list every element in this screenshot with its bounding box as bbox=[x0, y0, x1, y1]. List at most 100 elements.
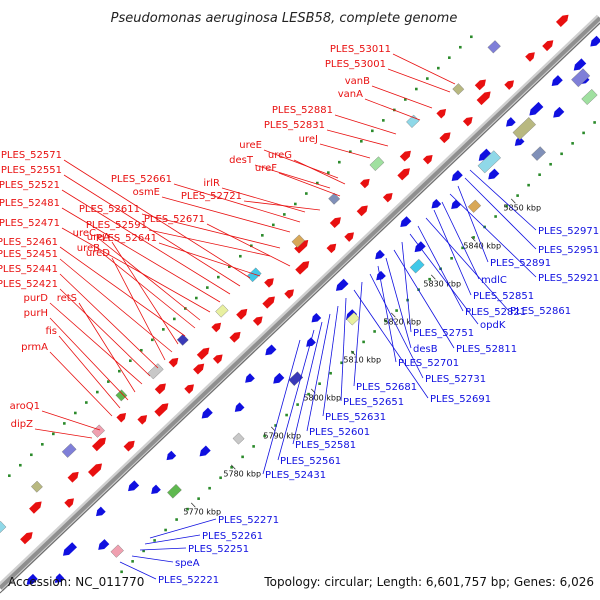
svg-text:PLES_52421: PLES_52421 bbox=[0, 279, 58, 290]
svg-text:PLES_52951: PLES_52951 bbox=[538, 245, 599, 256]
forward-gene-label: ureJ bbox=[299, 134, 371, 159]
reverse-gene bbox=[375, 249, 385, 260]
svg-text:5820 kbp: 5820 kbp bbox=[383, 318, 421, 327]
track-dot bbox=[538, 173, 541, 176]
forward-gene-label: ureD bbox=[86, 248, 166, 361]
forward-gene bbox=[525, 52, 535, 62]
reverse-gene bbox=[54, 573, 65, 583]
reverse-gene-label: PLES_52921 bbox=[449, 193, 599, 284]
reverse-gene bbox=[451, 199, 461, 210]
svg-text:5850 kbp: 5850 kbp bbox=[503, 204, 541, 213]
track-dot bbox=[404, 98, 407, 101]
forward-gene-label: ureC bbox=[73, 228, 201, 321]
kbp-tick: 5780 kbp bbox=[223, 464, 261, 479]
reverse-gene-label: PLES_52971 bbox=[469, 169, 599, 237]
svg-text:ureB: ureB bbox=[77, 243, 100, 254]
svg-text:desB: desB bbox=[413, 344, 438, 355]
reverse-gene bbox=[265, 344, 277, 356]
forward-gene bbox=[211, 322, 222, 333]
track-dot bbox=[516, 194, 519, 197]
track-dot bbox=[30, 453, 33, 457]
forward-gene-label: PLES_52671 bbox=[144, 214, 291, 267]
forward-gene-label: aroQ1 bbox=[10, 401, 101, 431]
svg-text:PLES_52271: PLES_52271 bbox=[218, 515, 279, 526]
svg-text:PLES_52481: PLES_52481 bbox=[0, 198, 60, 209]
svg-text:PLES_52731: PLES_52731 bbox=[425, 374, 486, 385]
annotation-block bbox=[346, 312, 360, 326]
annotation-block bbox=[215, 304, 229, 318]
forward-gene bbox=[476, 91, 491, 106]
svg-text:PLES_52751: PLES_52751 bbox=[413, 328, 474, 339]
svg-text:ureD: ureD bbox=[86, 248, 110, 259]
forward-gene bbox=[344, 232, 354, 242]
forward-gene-label: PLES_52461 bbox=[0, 237, 186, 337]
reverse-gene bbox=[26, 573, 38, 585]
svg-text:ureA: ureA bbox=[87, 232, 110, 243]
forward-gene-label: ureG bbox=[268, 150, 346, 185]
svg-text:PLES_52461: PLES_52461 bbox=[0, 237, 58, 248]
annotation-block bbox=[487, 40, 501, 54]
svg-text:PLES_52971: PLES_52971 bbox=[538, 226, 599, 237]
svg-text:irlR: irlR bbox=[203, 178, 220, 189]
annotation-block bbox=[409, 258, 425, 274]
svg-text:PLES_52441: PLES_52441 bbox=[0, 264, 58, 275]
svg-text:PLES_52691: PLES_52691 bbox=[430, 394, 491, 405]
forward-gene bbox=[399, 150, 411, 162]
svg-text:PLES_52261: PLES_52261 bbox=[202, 531, 263, 542]
reverse-gene-label: PLES_52691 bbox=[353, 289, 491, 405]
svg-text:PLES_52251: PLES_52251 bbox=[188, 544, 249, 555]
svg-text:PLES_52651: PLES_52651 bbox=[343, 397, 404, 408]
annotation-block bbox=[91, 424, 105, 438]
forward-gene bbox=[64, 498, 74, 508]
track-dot bbox=[261, 234, 264, 237]
forward-gene-label: PLES_52591 bbox=[86, 220, 271, 257]
svg-text:PLES_52611: PLES_52611 bbox=[79, 204, 140, 215]
reverse-gene bbox=[590, 35, 600, 47]
reverse-gene-label: opdK bbox=[409, 233, 506, 331]
svg-text:fis: fis bbox=[45, 326, 57, 337]
forward-gene bbox=[20, 532, 33, 545]
forward-gene bbox=[436, 109, 447, 119]
svg-text:aroQ1: aroQ1 bbox=[10, 401, 40, 412]
forward-gene-label: ureB bbox=[77, 243, 196, 329]
reverse-gene-label: PLES_52891 bbox=[457, 185, 551, 269]
accession-text: Accession: NC_011770 bbox=[8, 575, 144, 589]
forward-gene bbox=[212, 354, 223, 364]
topology-summary: Topology: circular; Length: 6,601,757 bp… bbox=[263, 575, 594, 589]
track-dot bbox=[120, 570, 123, 574]
track-dot bbox=[316, 181, 319, 185]
annotation-block bbox=[30, 480, 43, 493]
reverse-gene-label: PLES_52271 bbox=[149, 515, 279, 539]
reverse-gene bbox=[431, 198, 442, 209]
svg-text:PLES_52431: PLES_52431 bbox=[265, 470, 326, 481]
annotation-block bbox=[581, 88, 598, 106]
forward-gene bbox=[154, 403, 169, 417]
track-dot bbox=[195, 296, 198, 300]
annotation-block bbox=[288, 371, 304, 387]
reverse-gene bbox=[551, 75, 563, 86]
svg-text:PLES_52881: PLES_52881 bbox=[272, 105, 333, 116]
svg-text:osmE: osmE bbox=[133, 187, 160, 198]
track-dot bbox=[8, 474, 11, 477]
reverse-gene bbox=[166, 450, 177, 461]
forward-gene bbox=[555, 14, 569, 27]
track-dot bbox=[428, 277, 431, 281]
reverse-gene bbox=[573, 58, 587, 71]
track-dot bbox=[384, 319, 387, 323]
annotation-block bbox=[167, 483, 182, 499]
reverse-gene-label: PLES_52851 bbox=[433, 209, 534, 302]
track-dot bbox=[437, 66, 440, 70]
track-dot bbox=[129, 359, 132, 363]
svg-text:5790 kbp: 5790 kbp bbox=[263, 432, 301, 441]
annotation-block bbox=[328, 192, 341, 205]
genome-backbone bbox=[0, 14, 600, 594]
forward-gene bbox=[397, 168, 410, 181]
track-dot bbox=[470, 35, 473, 39]
track-dot bbox=[96, 390, 99, 394]
forward-gene-label: purD bbox=[24, 293, 143, 385]
track-dot bbox=[294, 202, 297, 206]
svg-text:ureJ: ureJ bbox=[299, 134, 318, 145]
svg-text:PLES_52851: PLES_52851 bbox=[473, 291, 534, 302]
reverse-gene-label: PLES_52561 bbox=[277, 329, 341, 467]
annotation-block bbox=[61, 443, 77, 458]
